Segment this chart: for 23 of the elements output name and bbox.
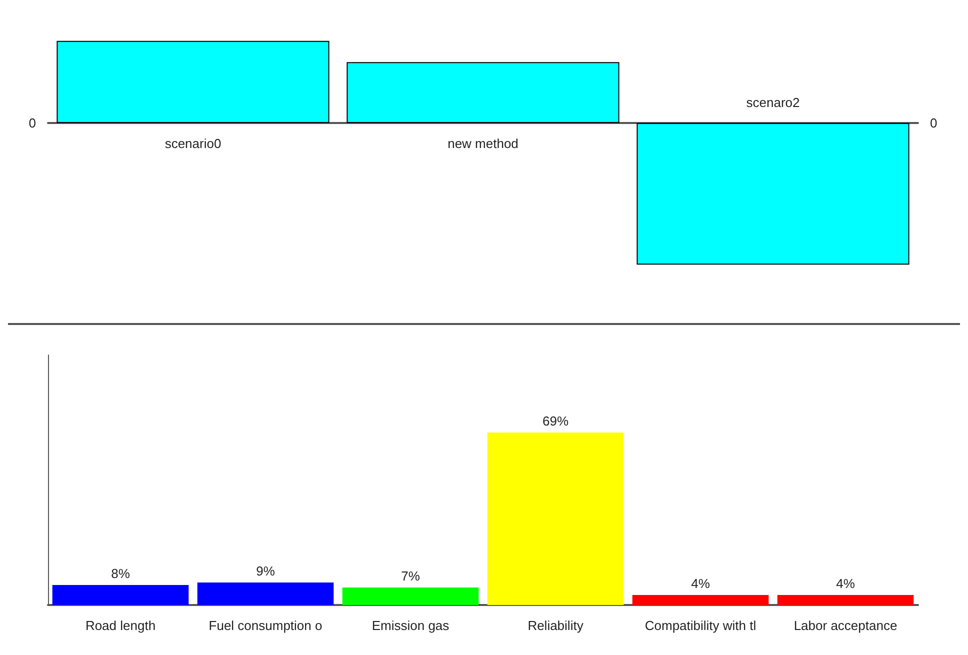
bar: [487, 432, 624, 605]
data-label: 4%: [691, 576, 710, 591]
x-tick-label: Compatibility with tl: [644, 618, 756, 633]
bar: [632, 595, 769, 605]
bar: [342, 588, 479, 605]
x-tick-label: scenaro2: [746, 95, 800, 110]
x-tick-label: Labor acceptance: [794, 618, 898, 633]
x-tick-label: scenario0: [164, 136, 222, 151]
data-label: 7%: [401, 568, 420, 584]
text: 0: [930, 116, 938, 130]
x-tick-label: new method: [448, 136, 518, 151]
bar: [777, 595, 914, 605]
bar: [197, 582, 334, 605]
x-tick-label: Reliability: [528, 618, 584, 633]
text: 0: [28, 116, 36, 130]
bar: [52, 585, 189, 605]
x-tick-label: Fuel consumption o: [208, 618, 322, 633]
data-label: 69%: [542, 414, 569, 428]
data-label: 4%: [836, 576, 856, 591]
data-label: 8%: [111, 566, 130, 581]
x-tick-label: Emission gas: [372, 618, 450, 633]
x-tick-label: Road length: [85, 618, 156, 633]
data-label: 9%: [256, 564, 276, 578]
